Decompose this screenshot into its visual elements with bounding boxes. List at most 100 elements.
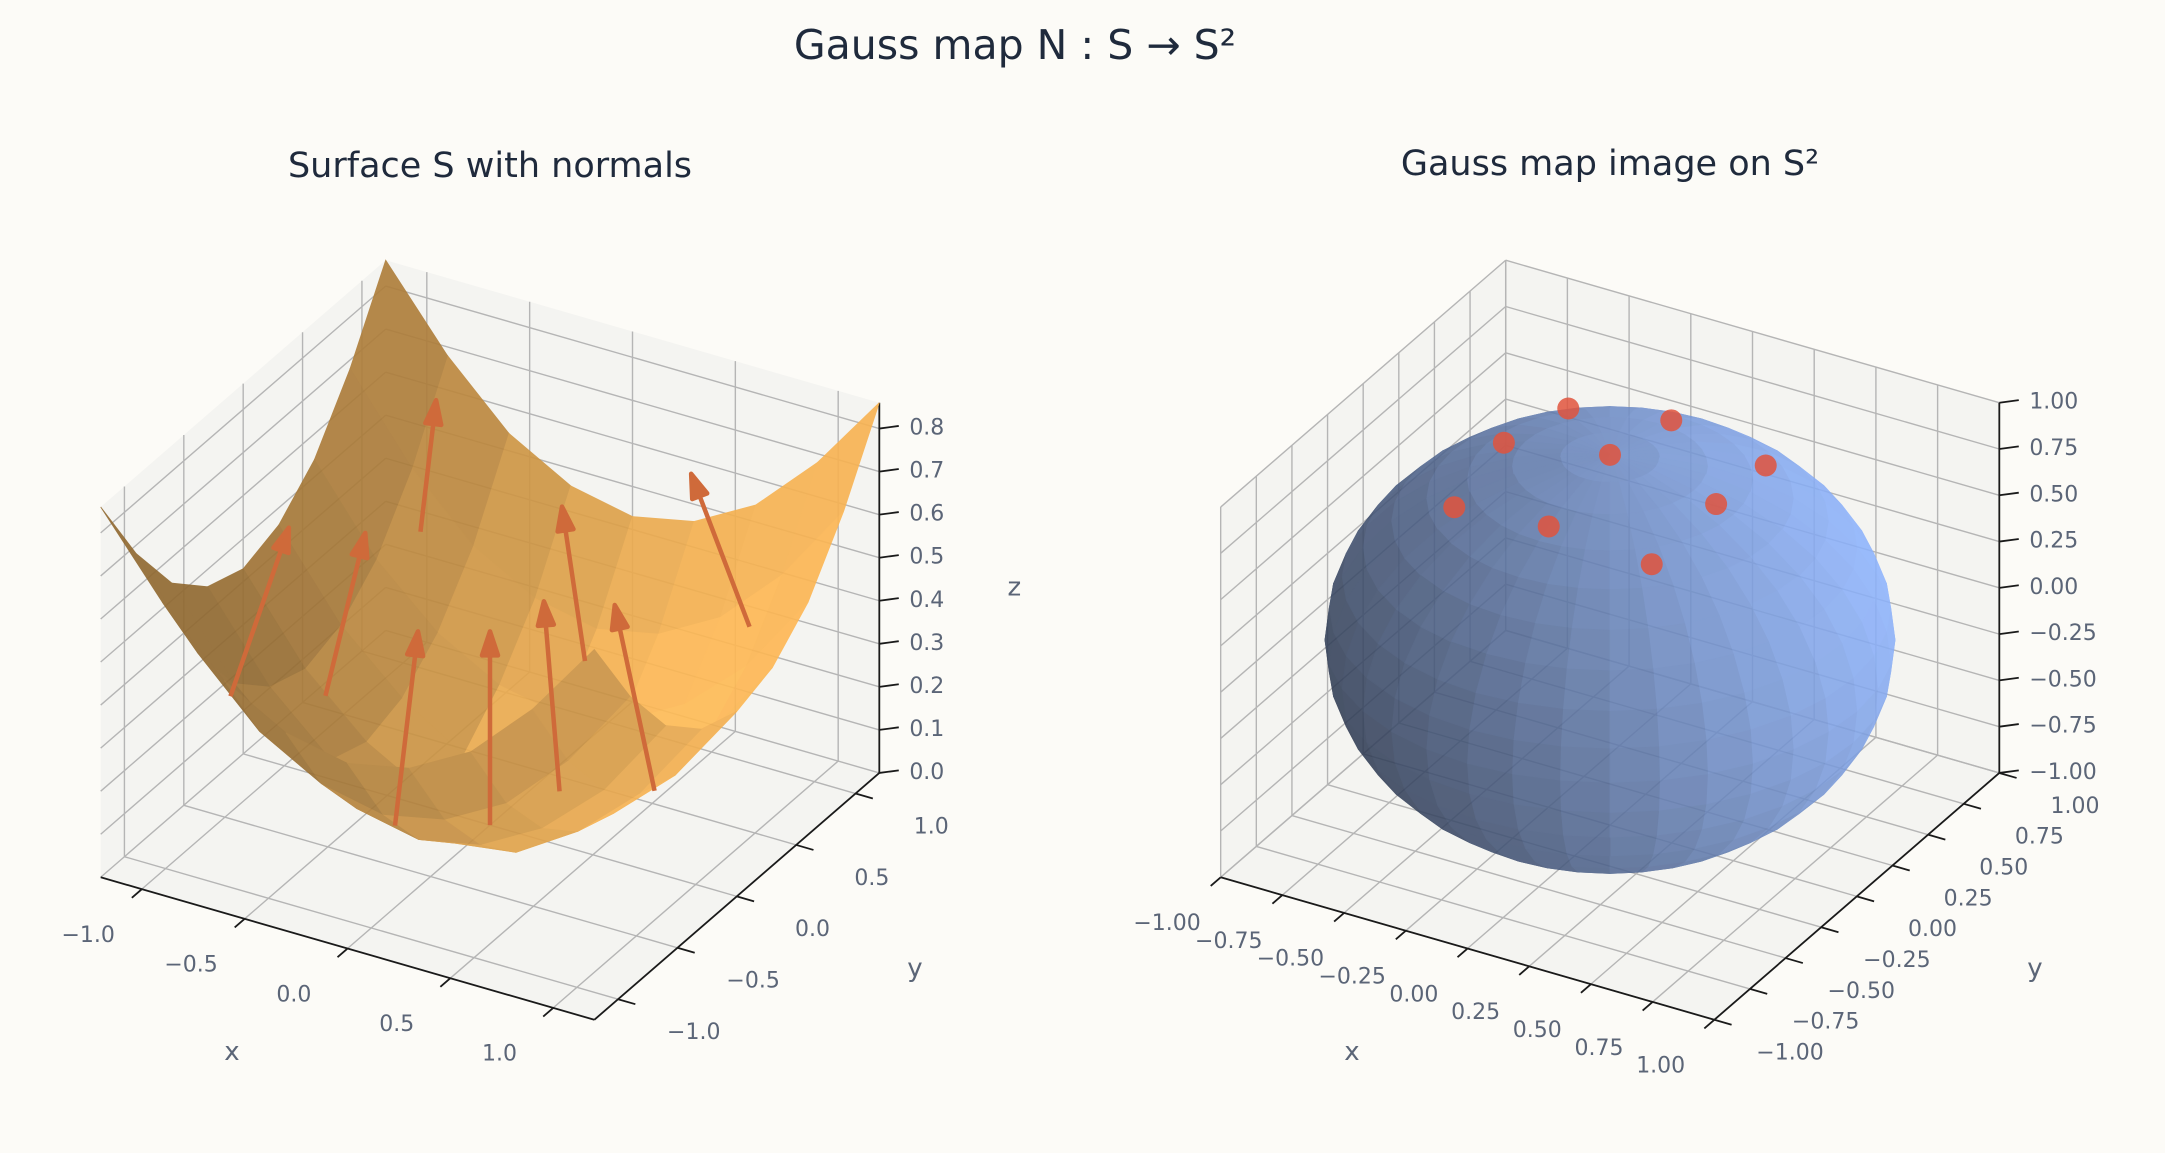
y-tick [1999, 772, 2017, 779]
x-tick-label: −0.25 [1318, 965, 1385, 990]
sphere-patch [1566, 628, 1611, 672]
sphere-patch [1609, 745, 1660, 783]
grid-line [100, 328, 387, 577]
z-tick-label: −0.75 [2029, 714, 2096, 739]
sphere-patch [1571, 587, 1611, 631]
normal-arrow [609, 602, 657, 792]
normal-arrow [418, 397, 444, 533]
y-tick [1856, 895, 1875, 903]
sphere-patch [1609, 668, 1657, 712]
gauss-point [1492, 431, 1515, 454]
z-tick-label: −0.25 [2029, 621, 2096, 646]
x-tick [1210, 876, 1222, 887]
z-tick [1999, 630, 2019, 636]
y-tick-label: −0.75 [1792, 1010, 1859, 1035]
z-tick [1999, 445, 2019, 450]
grid-line [1505, 259, 2000, 404]
z-tick-label: −1.00 [2029, 760, 2096, 785]
sphere-patch [1609, 809, 1660, 838]
sphere-patch [1560, 809, 1611, 838]
sphere [1324, 406, 1896, 874]
z-tick-label: 0.75 [2029, 436, 2078, 461]
z-tick [879, 468, 899, 473]
y-tick-label: −1.0 [667, 1020, 720, 1045]
sphere-patch [1563, 668, 1611, 712]
x-tick-label: 0.25 [1451, 1000, 1500, 1025]
normal-arrow [688, 471, 752, 628]
z-tick-label: 0.2 [909, 674, 944, 699]
grid-line [183, 804, 678, 949]
gauss-point [1443, 496, 1466, 519]
x-tick-label: −1.0 [61, 923, 114, 948]
z-tick [879, 640, 899, 645]
gauss-point [1557, 397, 1580, 420]
y-tick [1820, 926, 1839, 934]
z-tick [1999, 769, 2019, 774]
normal-arrow [535, 599, 562, 792]
z-tick [879, 769, 899, 774]
y-tick [1963, 802, 1982, 810]
x-tick [234, 918, 246, 929]
y-tick-label: 0.25 [1944, 886, 1993, 911]
sphere-patch [1609, 834, 1657, 857]
z-tick-label: 1.00 [2029, 390, 2078, 415]
x-tick [1703, 1019, 1715, 1030]
x-tick-label: −1.00 [1133, 911, 1200, 936]
x-tick [1580, 983, 1592, 994]
z-tick-label: 0.1 [909, 717, 944, 742]
z-tick [879, 597, 899, 602]
normal-arrow [555, 504, 588, 662]
sphere-patch [1609, 779, 1660, 813]
z-tick-label: 0.5 [909, 545, 944, 570]
subplot: Surface S with normals −1.0 −0.5 0.0 0.5 1.0 −… [61, 146, 1021, 1067]
x-tick-label: 0.0 [276, 982, 311, 1007]
y-tick [1714, 1018, 1732, 1026]
y-tick-label: 0.50 [1979, 855, 2028, 880]
grid-line [100, 285, 387, 534]
y-tick [795, 844, 814, 851]
z-tick [879, 511, 899, 516]
gauss-point [1640, 553, 1663, 576]
y-axis-label: y [907, 954, 922, 984]
z-tick-label: 0.4 [909, 588, 944, 613]
z-tick [1999, 723, 2019, 728]
x-tick [1333, 912, 1345, 923]
x-tick [542, 1007, 554, 1018]
y-tick-label: 0.0 [795, 917, 830, 942]
z-tick-label: 0.0 [909, 760, 944, 785]
figure-title: Gauss map N : S → S² [794, 21, 1236, 69]
y-tick-label: 1.00 [2051, 794, 2100, 819]
normal-arrow [392, 629, 426, 826]
z-tick [879, 683, 899, 688]
y-tick-label: −1.00 [1756, 1041, 1823, 1066]
z-tick-label: 0.3 [909, 631, 944, 656]
sphere-patch [1609, 853, 1654, 869]
z-tick-label: 0.25 [2029, 529, 2078, 554]
gauss-point [1660, 409, 1683, 432]
z-tick-label: 0.6 [909, 502, 944, 527]
y-tick-label: 1.0 [914, 814, 949, 839]
x-tick [131, 888, 143, 899]
x-tick-label: −0.75 [1195, 929, 1262, 954]
sphere-patch [1560, 779, 1611, 813]
normal-arrow [228, 525, 292, 698]
x-tick [1395, 930, 1407, 941]
z-tick [1999, 399, 2019, 404]
gauss-point [1599, 443, 1621, 466]
gauss-point [1537, 515, 1560, 538]
y-tick [736, 895, 755, 903]
sphere-patch [1513, 702, 1564, 747]
x-tick [336, 947, 349, 958]
z-tick [879, 726, 899, 731]
x-axis-label: x [1344, 1037, 1359, 1067]
y-tick-label: 0.75 [2015, 825, 2064, 850]
surface [100, 259, 880, 853]
x-tick [1518, 965, 1530, 976]
grid-line [385, 285, 880, 430]
x-tick-label: 0.75 [1574, 1036, 1623, 1061]
x-tick [1271, 894, 1283, 905]
grid-line [385, 328, 880, 473]
z-tick [879, 425, 899, 430]
y-tick [1785, 957, 1804, 964]
